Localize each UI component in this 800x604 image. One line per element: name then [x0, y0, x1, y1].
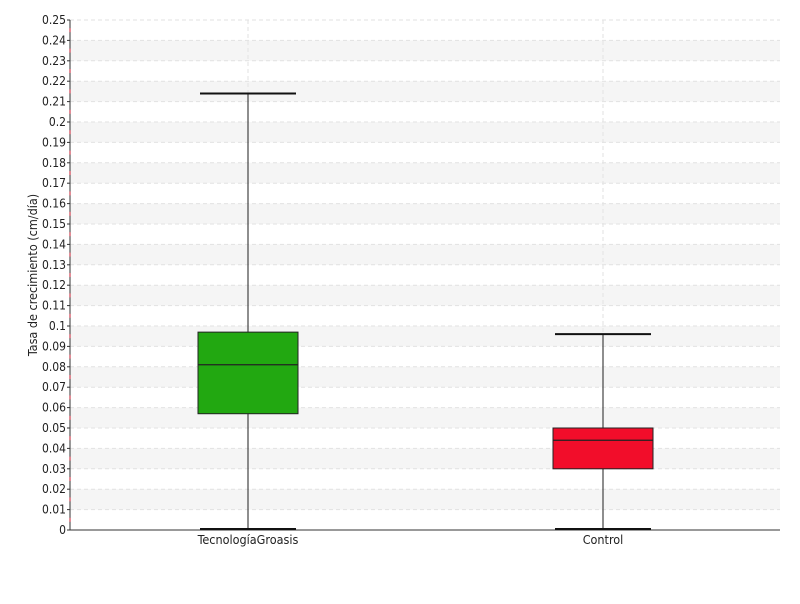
y-tick-label: 0.22: [42, 74, 66, 88]
grid-band: [70, 407, 780, 428]
y-axis-ticks: 0 0.01 0.02 0.03 0.04 0.05 0.06 0.07 0.08 0.09 0.1…: [42, 13, 71, 537]
y-tick-label: 0.09: [42, 339, 66, 353]
y-tick-label: 0.06: [42, 401, 66, 415]
grid-band: [70, 285, 780, 306]
y-tick-label: 0.19: [42, 135, 66, 149]
gridlines: [70, 19, 780, 530]
box-1: [552, 333, 654, 530]
y-tick-label: 0.15: [42, 217, 66, 231]
y-tick-label: 0.17: [42, 176, 66, 190]
y-axis-title: Tasa de crecimiento (cm/día): [25, 194, 40, 357]
y-tick-label: 0.13: [42, 258, 66, 272]
y-tick-label: 0.25: [42, 13, 66, 27]
y-tick-label: 0.04: [42, 441, 66, 455]
y-tick-label: 0.1: [49, 319, 66, 333]
y-tick-label: 0.01: [42, 503, 66, 517]
y-tick-label: 0.03: [42, 462, 66, 476]
x-category-label: TecnologíaGroasis: [197, 532, 299, 547]
grid-band: [70, 122, 780, 143]
y-tick-label: 0.08: [42, 360, 66, 374]
grid-band: [70, 81, 780, 102]
y-tick-label: 0.05: [42, 421, 66, 435]
x-category-label: Control: [583, 532, 624, 547]
grid-band: [70, 203, 780, 224]
y-tick-label: 0.23: [42, 54, 66, 68]
y-tick-label: 0.18: [42, 156, 66, 170]
y-tick-label: 0.02: [42, 482, 66, 496]
grid-band: [70, 326, 780, 347]
box-iqr: [552, 427, 654, 470]
y-tick-label: 0: [59, 523, 66, 537]
y-tick-label: 0.11: [42, 299, 66, 313]
y-tick-label: 0.21: [42, 95, 66, 109]
y-tick-label: 0.24: [42, 33, 66, 47]
y-tick-label: 0.2: [49, 115, 66, 129]
grid-bands: [70, 40, 780, 510]
grid-band: [70, 244, 780, 265]
y-tick-label: 0.14: [42, 237, 66, 251]
y-tick-label: 0.12: [42, 278, 66, 292]
y-tick-label: 0.07: [42, 380, 66, 394]
y-tick-label: 0.16: [42, 197, 66, 211]
grid-band: [70, 448, 780, 469]
box-iqr: [197, 331, 299, 415]
box-0: [197, 92, 299, 530]
grid-band: [70, 366, 780, 388]
grid-band: [70, 40, 780, 61]
grid-band: [70, 489, 780, 510]
x-axis-labels: TecnologíaGroasis Control: [197, 532, 624, 547]
grid-band: [70, 162, 780, 184]
box-series: [197, 92, 654, 530]
